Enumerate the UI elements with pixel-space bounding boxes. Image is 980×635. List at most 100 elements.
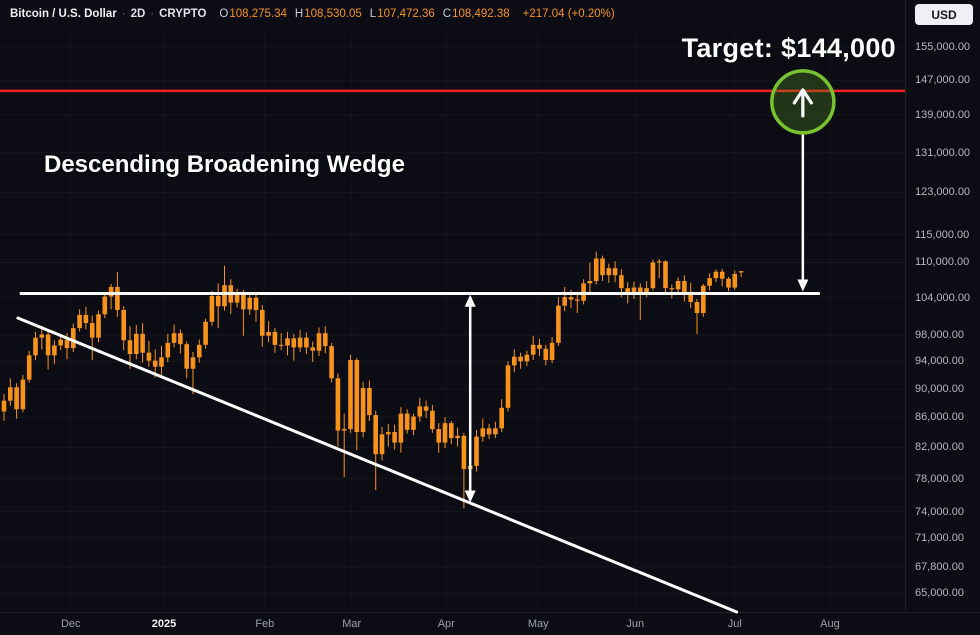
- candle-body: [341, 429, 347, 431]
- candle-body: [184, 344, 189, 369]
- candle-body: [625, 288, 630, 295]
- candle-body: [335, 378, 341, 431]
- candle-body: [726, 278, 731, 288]
- candle-body: [732, 274, 738, 288]
- candle-body: [518, 356, 523, 362]
- low-value: 107,472.36: [377, 8, 435, 20]
- candle-body: [241, 292, 246, 310]
- candle-body: [260, 309, 265, 336]
- target-annotation[interactable]: Target: $144,000: [681, 33, 896, 63]
- candle-body: [650, 262, 656, 289]
- candle-body: [738, 271, 744, 273]
- candle-body: [455, 435, 460, 439]
- measure-arrow-down-head: [464, 490, 476, 503]
- candle-body: [45, 334, 51, 356]
- candle-body: [348, 359, 353, 430]
- price-tick-label: 94,000.00: [915, 355, 964, 368]
- symbol-title[interactable]: Bitcoin / U.S. Dollar: [10, 8, 117, 20]
- candle-body: [537, 344, 542, 349]
- candle-body: [719, 271, 725, 279]
- candle-body: [115, 286, 120, 310]
- price-tick-label: 155,000.00: [915, 40, 971, 53]
- candle-body: [253, 297, 259, 310]
- price-tick-label: 147,000.00: [915, 74, 971, 87]
- time-tick-label: Feb: [255, 618, 275, 630]
- candle-body: [146, 352, 152, 361]
- interval-label[interactable]: 2D: [130, 8, 146, 20]
- separator-dot: ·: [150, 8, 155, 20]
- candle-body: [449, 423, 454, 439]
- measure-arrow-up-head: [464, 294, 476, 307]
- candle-body: [171, 333, 177, 343]
- candle-body: [663, 261, 668, 289]
- candle-body: [52, 345, 57, 356]
- price-tick-label: 98,000.00: [915, 329, 964, 342]
- high-label: H: [294, 8, 304, 20]
- grid: [0, 46, 905, 594]
- candle-body: [411, 416, 416, 430]
- candle-body: [266, 331, 271, 336]
- candle-body: [442, 423, 448, 443]
- time-tick-label: 2025: [151, 618, 177, 630]
- candle-body: [8, 387, 13, 401]
- candle-body: [329, 346, 334, 379]
- candle-body: [215, 295, 221, 307]
- candle-body: [386, 432, 391, 435]
- open-label: O: [219, 8, 229, 20]
- candle-body: [354, 359, 360, 433]
- candle-body: [89, 323, 95, 338]
- price-tick-label: 104,000.00: [915, 291, 971, 304]
- currency-button[interactable]: USD: [915, 4, 973, 25]
- candle-body: [543, 348, 549, 360]
- wedge-trendline[interactable]: [16, 316, 739, 614]
- drawings-layer[interactable]: [0, 69, 905, 614]
- candle-body: [209, 295, 215, 322]
- candle-body: [159, 357, 164, 367]
- candle-body: [631, 287, 637, 295]
- price-tick-label: 65,000.00: [915, 587, 964, 600]
- candle-body: [134, 333, 139, 355]
- pattern-annotation[interactable]: Descending Broadening Wedge: [44, 151, 405, 178]
- price-tick-label: 86,000.00: [915, 411, 964, 424]
- candle-body: [247, 297, 252, 310]
- candle-body: [360, 387, 366, 433]
- time-tick-label: Apr: [437, 618, 455, 630]
- candle-body: [430, 410, 435, 430]
- candle-body: [512, 356, 517, 366]
- candle-body: [480, 428, 486, 437]
- time-tick-label: Aug: [820, 618, 840, 630]
- candle-body: [713, 271, 719, 279]
- price-tick-label: 110,000.00: [915, 256, 970, 269]
- price-axis[interactable]: 155,000.00 147,000.00 139,000.00 131,000.00…: [905, 0, 980, 612]
- chart-header: Bitcoin / U.S. Dollar · 2D · CRYPTO O 108…: [0, 0, 902, 28]
- candle-body: [669, 288, 675, 290]
- candle-body: [392, 432, 397, 443]
- candle-body: [600, 258, 605, 276]
- candle-body: [417, 406, 423, 417]
- candle-body: [682, 281, 687, 293]
- candle-body: [278, 344, 284, 346]
- candle-body: [77, 314, 82, 329]
- candle-body: [316, 333, 322, 351]
- candlestick-series: [1, 251, 744, 509]
- high-value: 108,530.05: [304, 8, 362, 20]
- candle-body: [701, 285, 706, 314]
- candle-body: [612, 268, 618, 276]
- candle-body: [373, 415, 378, 455]
- candle-body: [291, 338, 297, 348]
- candle-body: [140, 333, 145, 353]
- candle-body: [486, 428, 492, 435]
- symbol-info-row: Bitcoin / U.S. Dollar · 2D · CRYPTO O 108…: [10, 8, 615, 20]
- candle-body: [688, 292, 693, 302]
- time-axis[interactable]: Dec 2025 Feb Mar Apr May Jun Jul Aug: [0, 612, 980, 635]
- candle-body: [33, 337, 38, 356]
- candle-body: [436, 429, 441, 443]
- candle-body: [323, 333, 328, 347]
- candle-body: [505, 365, 511, 408]
- candle-body: [152, 360, 158, 367]
- candle-body: [39, 334, 45, 338]
- time-tick-label: Mar: [342, 618, 362, 630]
- price-tick-label: 82,000.00: [915, 441, 964, 454]
- candle-body: [404, 413, 410, 430]
